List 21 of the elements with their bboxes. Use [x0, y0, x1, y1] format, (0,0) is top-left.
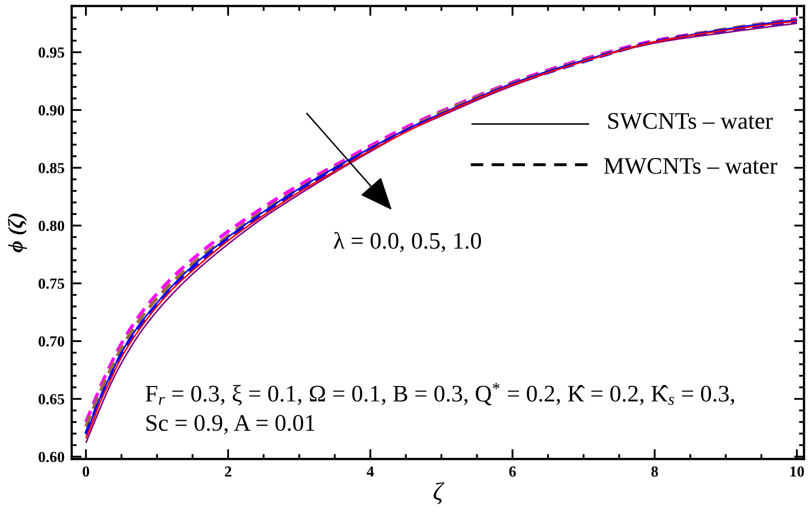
- x-axis-title: ζ: [434, 482, 444, 504]
- x-tick-label: 2: [224, 466, 232, 477]
- x-tick-label: 10: [790, 466, 804, 477]
- annotation: MWCNTs – water: [604, 158, 778, 174]
- x-tick-label: 6: [509, 466, 516, 477]
- annotation: Sc = 0.9, A = 0.01: [146, 415, 314, 434]
- y-tick-label: 0.85: [38, 162, 64, 174]
- y-tick-label: 0.70: [38, 336, 64, 347]
- x-tick-label: 8: [651, 466, 658, 477]
- y-tick-label: 0.65: [38, 394, 64, 404]
- x-tick-label: 4: [366, 466, 374, 477]
- y-tick-label: 0.80: [38, 220, 64, 232]
- annotation: F$_{r}$ = 0.3, ξ = 0.1, Ω = 0.1, B = 0.3, Q$^{*}$ = 0.2, K̂ = 0.2, K̂$_{s}$ = 0.3,: [146, 383, 734, 406]
- y-axis-title: ϕ (ζ): [8, 214, 27, 252]
- y-tick-label: 0.95: [38, 47, 64, 58]
- annotation: λ = 0.0, 0.5, 1.0: [334, 232, 481, 252]
- x-tick-label: 0: [82, 466, 90, 477]
- annotation: SWCNTs – water: [608, 113, 773, 130]
- y-tick-label: 0.75: [38, 278, 64, 289]
- y-tick-label: 0.90: [38, 105, 64, 116]
- y-tick-label: 0.60: [38, 452, 64, 462]
